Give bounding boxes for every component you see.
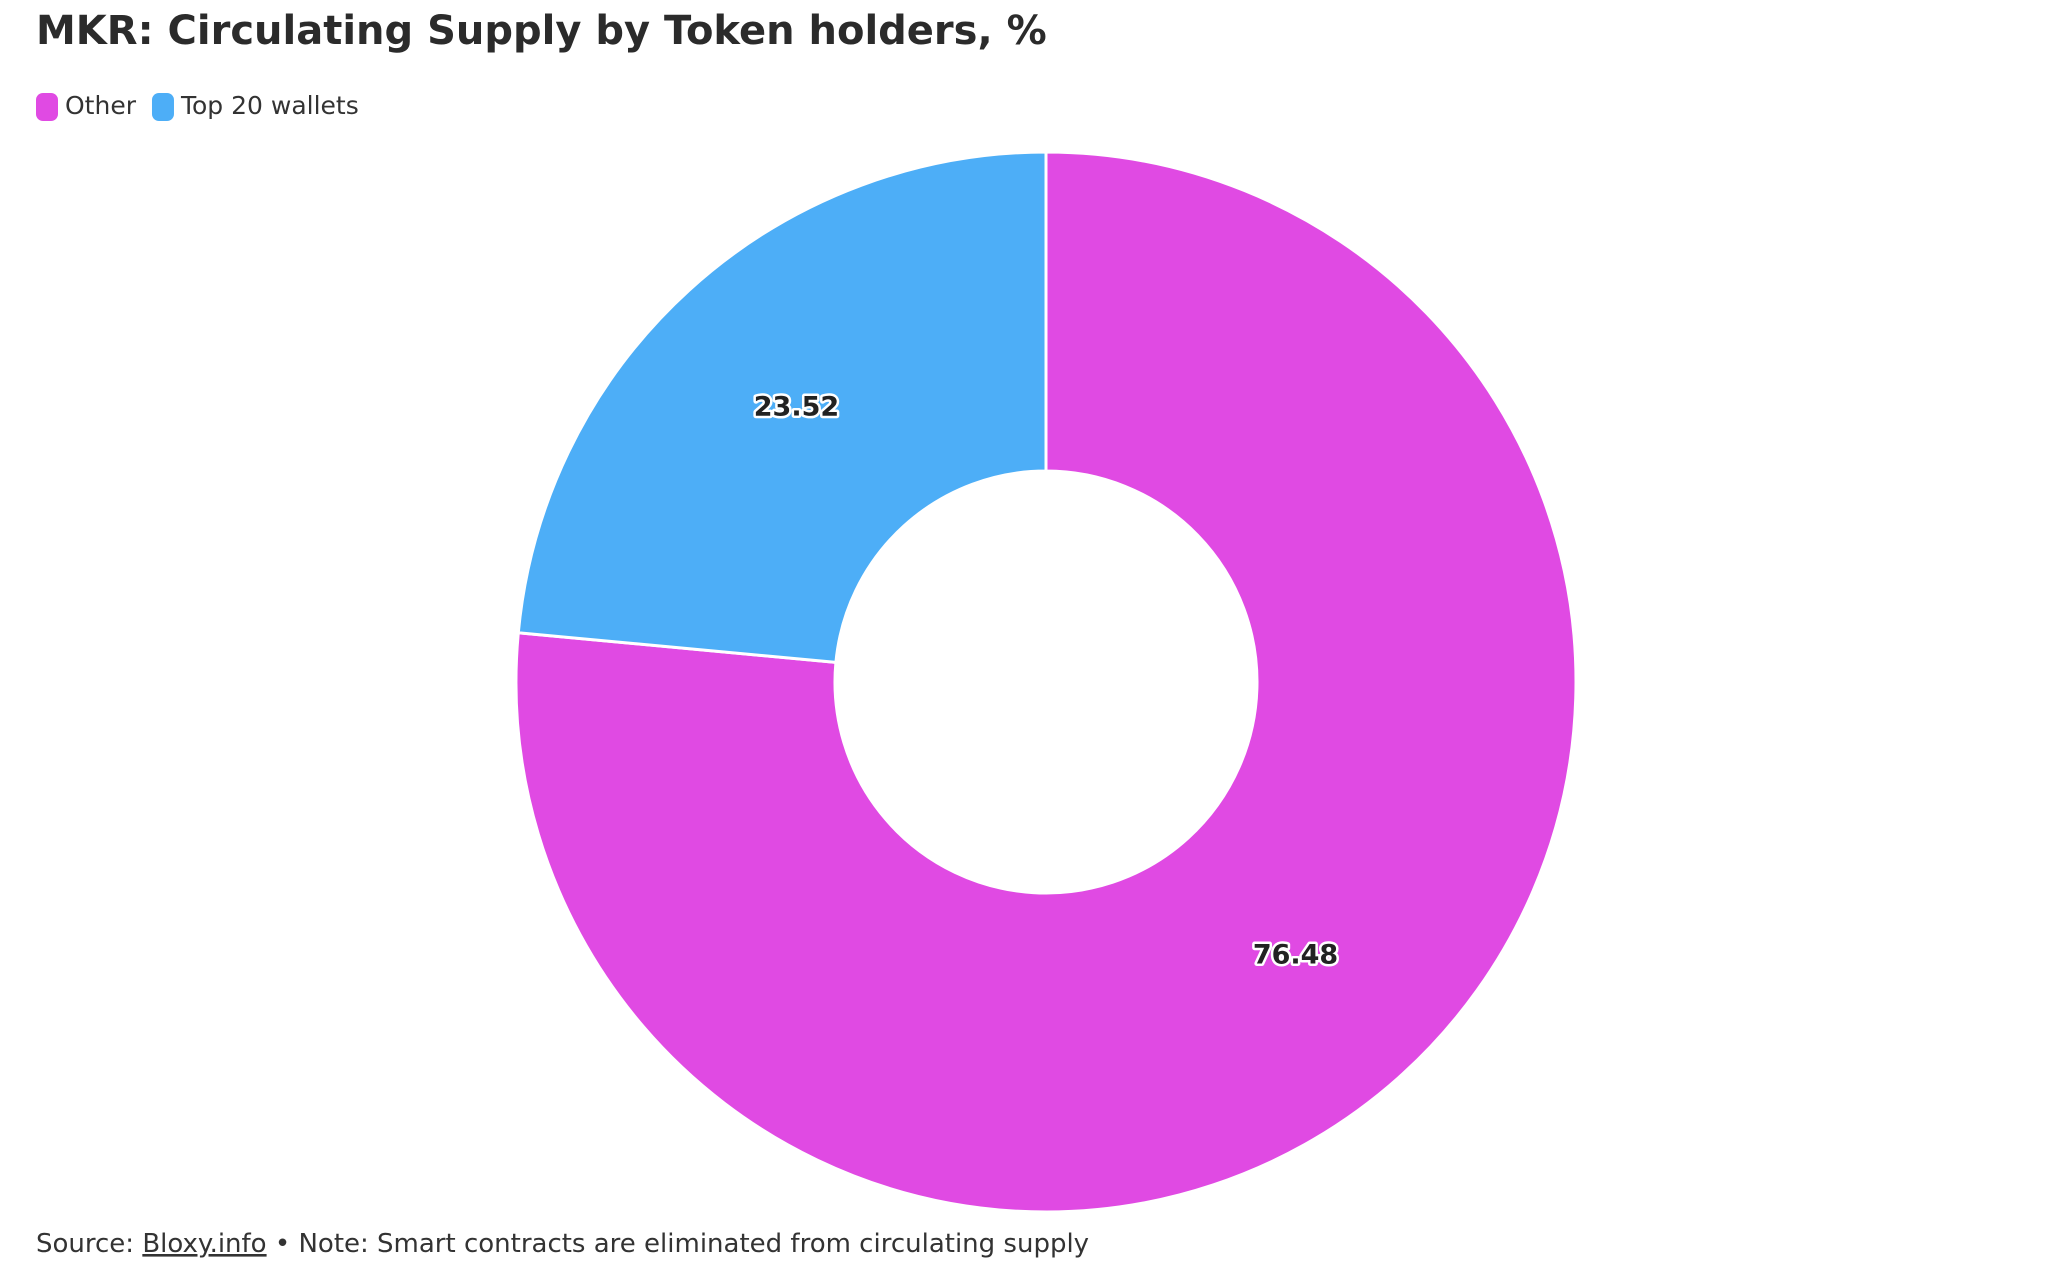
note: • Note: Smart contracts are eliminated f…	[275, 1229, 1089, 1259]
value-label: 23.52	[754, 392, 839, 423]
source-label: Source:	[36, 1229, 134, 1259]
donut-slice	[516, 150, 1048, 665]
legend-label: Other	[65, 91, 137, 120]
footer: Source: Bloxy.info • Note: Smart contrac…	[36, 1229, 1089, 1259]
chart-title: MKR: Circulating Supply by Token holders…	[36, 8, 1047, 54]
legend-swatch	[36, 93, 58, 121]
donut-slice	[514, 150, 1578, 1214]
legend-label: Top 20 wallets	[180, 91, 359, 120]
source-link[interactable]: Bloxy.info	[142, 1229, 266, 1259]
value-label: 76.48	[1253, 939, 1338, 970]
legend-swatch	[151, 93, 174, 121]
